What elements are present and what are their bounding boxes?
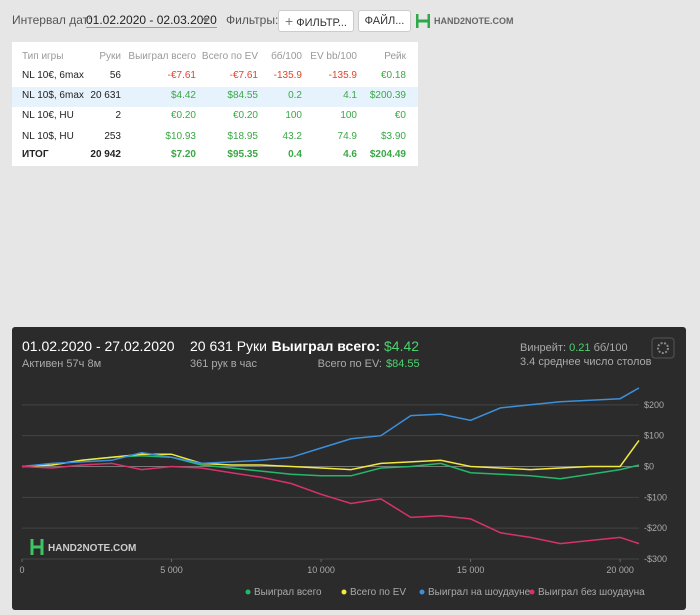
- filter-button-text: ФИЛЬТР...: [296, 17, 347, 29]
- row-highlight: [12, 87, 418, 107]
- stats-table: Тип игры Руки Выиграл всего Всего по EV бб/1…: [12, 42, 418, 166]
- table-cell: $7.20: [170, 149, 196, 160]
- table-cell: $84.55: [227, 90, 258, 101]
- table-cell: €0.20: [232, 110, 258, 121]
- table-cell: 100: [285, 110, 302, 121]
- table-cell: -135.9: [328, 70, 357, 81]
- table-cell: 2: [115, 110, 121, 121]
- table-cell: $95.35: [227, 149, 258, 160]
- table-cell: NL 10$, HU: [22, 131, 74, 142]
- table-cell: 20 631: [90, 90, 121, 101]
- table-cell: $200.39: [369, 90, 406, 101]
- table-cell: $10.93: [165, 131, 196, 142]
- y-tick-label: $200: [644, 400, 664, 410]
- table-cell: $204.49: [369, 149, 406, 160]
- legend-label: Выиграл без шоудауна: [538, 586, 645, 598]
- table-cell: 4.6: [343, 149, 357, 160]
- settings-button[interactable]: [651, 337, 675, 359]
- x-tick-label: 15 000: [457, 565, 485, 575]
- filters-label: Фильтры:: [226, 13, 279, 27]
- winrate-label: Винрейт:: [520, 342, 566, 354]
- column-header: Руки: [99, 51, 121, 62]
- table-cell: -€7.61: [229, 70, 258, 81]
- x-tick-label: 5 000: [160, 565, 183, 575]
- table-cell: 56: [109, 70, 121, 81]
- table-cell: 4.1: [343, 90, 357, 101]
- period: 01.02.2020 - 27.02.2020: [22, 338, 175, 354]
- column-header: Всего по EV: [201, 51, 258, 62]
- series-line: [21, 462, 640, 545]
- winrate: Винрейт: 0.21 бб/100: [520, 342, 628, 354]
- x-tick-label: 20 000: [606, 565, 634, 575]
- ev-label: Всего по EV:: [318, 358, 382, 370]
- hands-per-hour: 361 рук в час: [190, 358, 258, 370]
- table-cell: -135.9: [273, 70, 302, 81]
- table-cell: 74.9: [337, 131, 357, 142]
- tables-avg: 3.4 среднее число столов: [520, 356, 652, 368]
- table-cell: 20 942: [90, 149, 121, 160]
- watermark-icon: [30, 539, 44, 555]
- legend-marker: [419, 589, 425, 595]
- column-header: EV bb/100: [310, 51, 357, 62]
- y-tick-label: -$200: [644, 523, 667, 533]
- won-value: $4.42: [384, 338, 419, 354]
- table-cell: 0.2: [288, 90, 302, 101]
- table-cell: NL 10€, HU: [22, 110, 74, 121]
- table-cell: €0.20: [170, 110, 196, 121]
- winrate-value: 0.21: [569, 342, 590, 354]
- hands: 20 631 Руки: [190, 338, 267, 354]
- table-cell: €0: [394, 110, 406, 121]
- file-button[interactable]: ФАЙЛ...: [358, 10, 411, 32]
- y-tick-label: -$100: [644, 492, 667, 502]
- date-range[interactable]: 01.02.2020 - 02.03.2020: [86, 13, 217, 28]
- y-tick-label: $100: [644, 431, 664, 441]
- table-cell: 100: [340, 110, 357, 121]
- legend-label: Выиграл на шоудауне: [428, 587, 531, 598]
- filter-button[interactable]: + ФИЛЬТР...: [278, 10, 354, 32]
- table-cell: 43.2: [282, 131, 302, 142]
- table-cell: NL 10$, 6max: [22, 90, 84, 101]
- x-tick-label: 10 000: [307, 565, 335, 575]
- series-line: [21, 387, 640, 468]
- table-cell: €0.18: [380, 70, 406, 81]
- column-header: Выиграл всего: [128, 51, 196, 62]
- active-time: Активен 57ч 8м: [22, 358, 101, 370]
- watermark: HAND2NOTE.COM: [48, 543, 136, 554]
- table-cell: 0.4: [288, 149, 302, 160]
- legend-label: Выиграл всего: [254, 587, 322, 598]
- column-header: Рейк: [384, 51, 406, 62]
- panel-bg: [12, 327, 686, 610]
- legend-marker: [529, 589, 535, 595]
- x-tick-label: 0: [19, 565, 24, 575]
- table-cell: $3.90: [380, 131, 406, 142]
- table-cell: $18.95: [227, 131, 258, 142]
- logo-text: HAND2NOTE.COM: [434, 16, 514, 26]
- column-header: Тип игры: [22, 51, 64, 62]
- winrate-unit: бб/100: [594, 342, 628, 354]
- chart-panel: 01.02.2020 - 27.02.2020 Активен 57ч 8м 2…: [12, 327, 686, 610]
- table-cell: -€7.61: [167, 70, 196, 81]
- won-label: Выиграл всего:: [272, 338, 380, 354]
- legend-marker: [341, 589, 347, 595]
- table-cell: ИТОГ: [22, 149, 49, 160]
- y-tick-label: $0: [644, 462, 654, 472]
- legend-label: Всего по EV: [350, 587, 406, 598]
- logo-icon: [416, 14, 430, 28]
- table-cell: $4.42: [170, 90, 196, 101]
- date-label: Интервал дат:: [12, 13, 92, 27]
- table-cell: 253: [104, 131, 121, 142]
- y-tick-label: -$300: [644, 554, 667, 564]
- dropdown-arrow[interactable]: [202, 18, 210, 23]
- table-cell: NL 10€, 6max: [22, 70, 84, 81]
- ev-value: $84.55: [386, 358, 420, 370]
- column-header: бб/100: [271, 51, 302, 62]
- legend-marker: [245, 589, 251, 595]
